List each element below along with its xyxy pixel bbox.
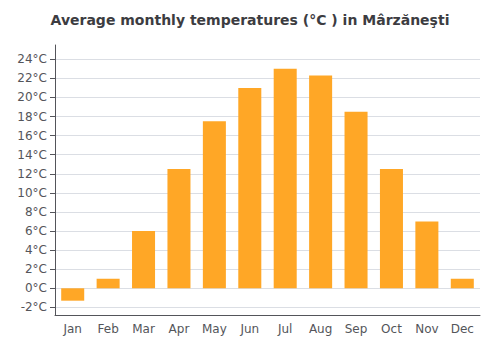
svg-text:Average monthly temperatures (: Average monthly temperatures (°C ) in Mâ… xyxy=(51,12,450,28)
svg-text:Jan: Jan xyxy=(62,322,82,336)
svg-text:14°C: 14°C xyxy=(17,148,47,162)
svg-text:16°C: 16°C xyxy=(17,129,47,143)
svg-text:Sep: Sep xyxy=(345,322,368,336)
svg-text:-2°C: -2°C xyxy=(21,300,47,314)
svg-text:Jun: Jun xyxy=(239,322,259,336)
svg-text:Oct: Oct xyxy=(381,322,402,336)
svg-text:Feb: Feb xyxy=(98,322,119,336)
svg-text:0°C: 0°C xyxy=(25,281,47,295)
svg-text:2°C: 2°C xyxy=(25,262,47,276)
svg-text:Apr: Apr xyxy=(169,322,190,336)
svg-text:Nov: Nov xyxy=(415,322,438,336)
svg-text:4°C: 4°C xyxy=(25,243,47,257)
svg-text:Aug: Aug xyxy=(309,322,332,336)
svg-text:Mar: Mar xyxy=(132,322,155,336)
svg-text:May: May xyxy=(202,322,227,336)
svg-text:12°C: 12°C xyxy=(17,167,47,181)
svg-text:24°C: 24°C xyxy=(17,52,47,66)
svg-text:20°C: 20°C xyxy=(17,90,47,104)
svg-text:22°C: 22°C xyxy=(17,71,47,85)
svg-text:10°C: 10°C xyxy=(17,186,47,200)
svg-text:8°C: 8°C xyxy=(25,205,47,219)
svg-text:Jul: Jul xyxy=(277,322,292,336)
svg-text:18°C: 18°C xyxy=(17,110,47,124)
svg-text:6°C: 6°C xyxy=(25,224,47,238)
svg-text:Dec: Dec xyxy=(451,322,474,336)
